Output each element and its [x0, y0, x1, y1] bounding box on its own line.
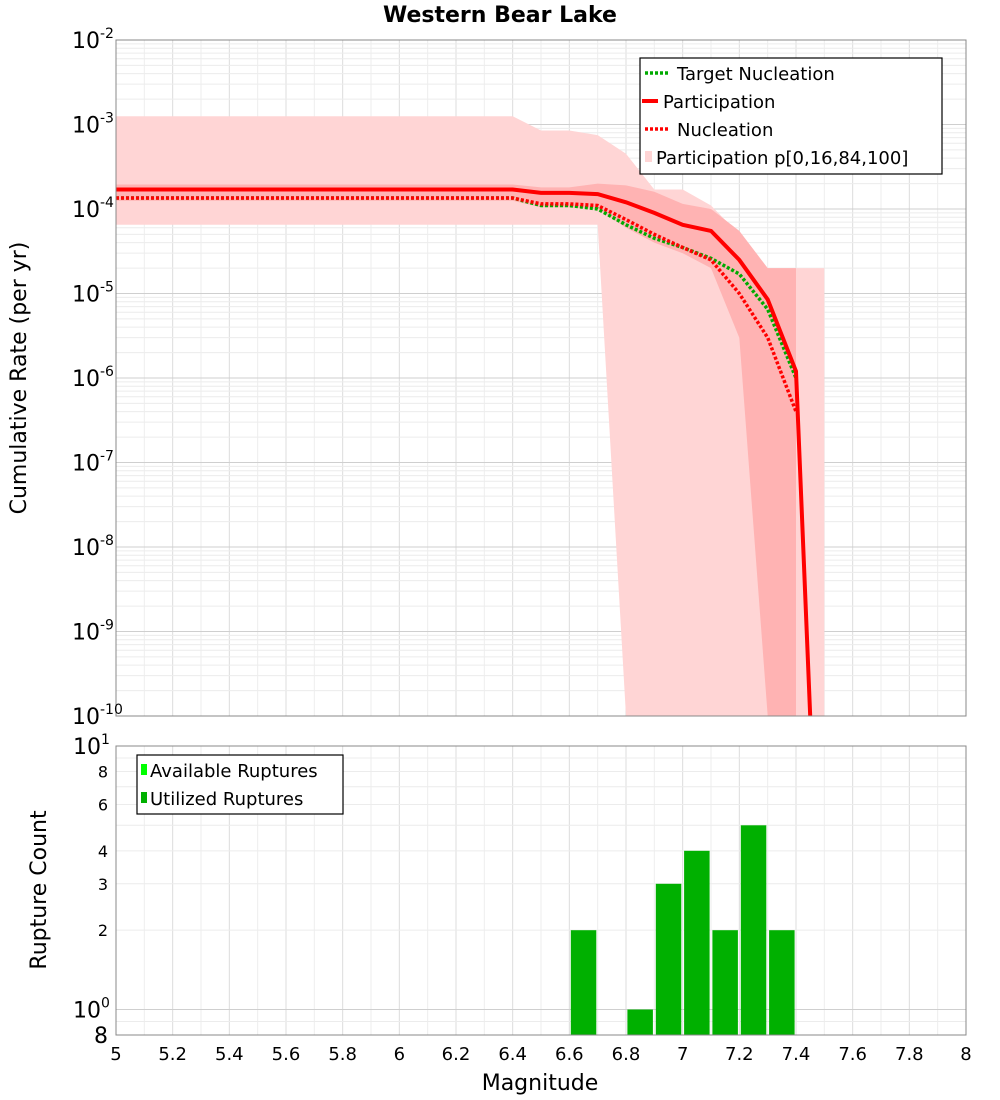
legend-label-participation-band: Participation p[0,16,84,100]	[656, 148, 908, 169]
x-tick-label: 6.6	[555, 1044, 584, 1065]
rate-plot-frame	[115, 39, 967, 717]
y-tick-label: 2	[98, 921, 108, 940]
x-tick-label: 7.6	[838, 1044, 867, 1065]
x-tick-label: 5	[110, 1044, 121, 1065]
y-tick-label: 10-4	[72, 195, 114, 223]
legend-label-available: Available Ruptures	[150, 761, 318, 782]
y-tick-label: 10-6	[72, 364, 114, 392]
rupture-plot-bars	[570, 825, 795, 1035]
y-tick-label: 10-8	[72, 533, 114, 561]
rupture-plot-x-ticks: 5 5.2 5.4 5.6 5.8 6 6.2 6.4 6.6 6.8 7 7.2 7.4 7.6 7.8 8	[110, 1044, 971, 1065]
chart-title: Western Bear Lake	[383, 3, 617, 28]
rupture-plot-legend: Available Ruptures Utilized Ruptures	[136, 754, 344, 815]
legend-box	[136, 754, 344, 815]
x-tick-label: 7	[677, 1044, 688, 1065]
series-line-nucleation	[116, 196, 798, 413]
x-tick-label: 6.8	[612, 1044, 641, 1065]
y-tick-label: 10-7	[72, 449, 114, 477]
legend-label-target-nucleation: Target Nucleation	[676, 64, 835, 85]
y-tick-label: 8	[98, 763, 108, 782]
participation-band-outer	[116, 116, 825, 717]
rate-plot: 10-2 10-3 10-4 10-5 10-6 10-7 10-8 10-9 10-10 Cu…	[7, 26, 967, 730]
rate-plot-y-axis-label: Cumulative Rate (per yr)	[7, 242, 32, 515]
rupture-bar	[740, 825, 767, 1035]
x-axis-label: Magnitude	[482, 1071, 599, 1096]
rupture-bar	[655, 883, 682, 1035]
y-tick-label: 10-5	[72, 280, 114, 308]
rupture-plot-y-axis-label: Rupture Count	[27, 810, 52, 970]
series-line-participation	[116, 187, 813, 717]
legend-box	[639, 57, 943, 175]
x-tick-label: 8	[960, 1044, 971, 1065]
rupture-plot-frame	[115, 745, 967, 1036]
x-tick-label: 6	[394, 1044, 405, 1065]
legend-swatch-participation-band	[645, 151, 652, 162]
legend-swatch-utilized	[141, 792, 147, 803]
legend-swatch-available	[141, 764, 147, 775]
rupture-bar	[570, 930, 597, 1035]
x-tick-label: 5.8	[328, 1044, 357, 1065]
rate-plot-lines	[116, 187, 813, 717]
rupture-bar	[684, 850, 710, 1035]
y-tick-label: 6	[98, 795, 108, 814]
y-tick-label: 10-3	[72, 111, 114, 139]
legend-label-participation: Participation	[663, 92, 775, 113]
x-tick-label: 6.2	[442, 1044, 471, 1065]
x-tick-label: 6.4	[498, 1044, 527, 1065]
x-tick-label: 5.6	[272, 1044, 301, 1065]
x-tick-label: 5.2	[158, 1044, 187, 1065]
y-tick-label: 100	[73, 995, 110, 1023]
y-tick-label: 4	[98, 842, 108, 861]
y-tick-label: 101	[73, 732, 110, 760]
x-tick-label: 7.4	[782, 1044, 811, 1065]
rate-plot-legend: Target Nucleation Participation Nucleati…	[639, 57, 943, 175]
rate-plot-bands	[116, 116, 825, 717]
y-tick-label: 8	[94, 1024, 108, 1049]
y-tick-label: 10-9	[72, 618, 114, 646]
x-tick-label: 7.8	[895, 1044, 924, 1065]
legend-label-nucleation: Nucleation	[677, 120, 773, 141]
y-tick-label: 3	[98, 875, 108, 894]
participation-band-inner	[116, 183, 796, 717]
legend-label-utilized: Utilized Ruptures	[150, 789, 303, 810]
rupture-bar	[769, 930, 795, 1035]
rate-plot-y-ticks: 10-2 10-3 10-4 10-5 10-6 10-7 10-8 10-9 10-10	[72, 26, 123, 730]
x-tick-label: 7.2	[725, 1044, 754, 1065]
rupture-bar	[712, 930, 738, 1035]
x-tick-label: 5.4	[215, 1044, 244, 1065]
y-tick-label: 10-2	[72, 26, 114, 54]
y-tick-label: 10-10	[72, 702, 123, 730]
rupture-bar	[627, 1009, 653, 1035]
